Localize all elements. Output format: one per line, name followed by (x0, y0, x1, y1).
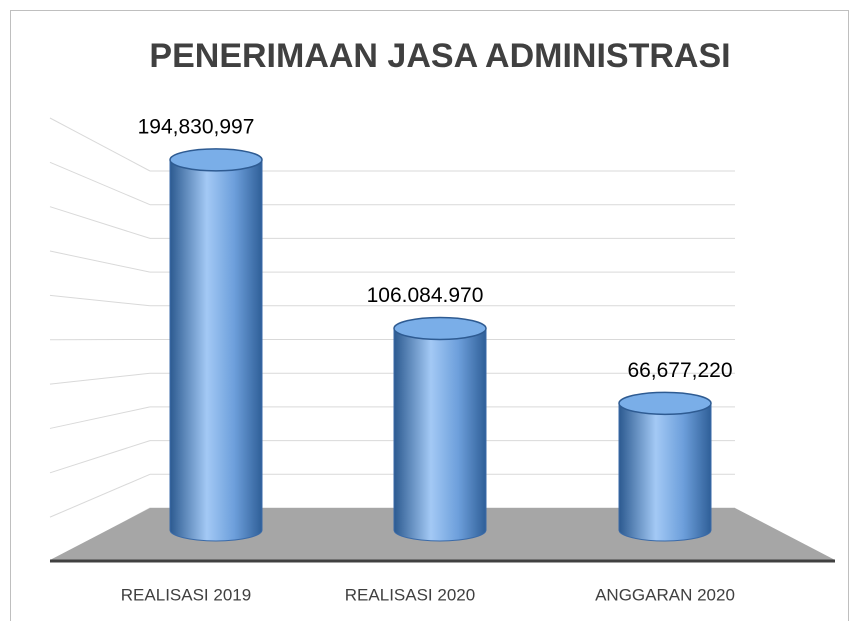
bar (618, 391, 712, 542)
side-grid-line (49, 440, 151, 474)
side-grid-line (49, 294, 151, 307)
bar (169, 148, 263, 542)
bar (393, 316, 487, 542)
bars: REALISASI 2019 194,830,997 REALISASI 2020 1… (121, 115, 735, 604)
value-label: 194,830,997 (138, 115, 255, 138)
side-grid-line (49, 250, 151, 273)
cylinder-top (618, 391, 712, 416)
cylinder-body (618, 402, 712, 542)
side-grid-line (49, 161, 151, 206)
cylinder-top (393, 316, 487, 341)
side-grid-line (49, 117, 151, 172)
side-grid-line (49, 473, 151, 518)
value-label: 106.084.970 (367, 284, 484, 307)
x-tick-label: ANGGARAN 2020 (595, 585, 735, 604)
x-tick-label: REALISASI 2019 (121, 585, 251, 604)
side-grid-line (49, 372, 151, 385)
chart-border (10, 10, 849, 621)
x-tick-label: REALISASI 2020 (345, 585, 475, 604)
side-grid-line (49, 206, 151, 239)
value-label: 66,677,220 (627, 359, 732, 382)
cylinder-body (169, 159, 263, 542)
cylinder-top (169, 148, 263, 172)
side-grid-line (49, 406, 151, 429)
chart-title: PENERIMAAN JASA ADMINISTRASI (149, 37, 730, 75)
cylinder-body (393, 327, 487, 542)
